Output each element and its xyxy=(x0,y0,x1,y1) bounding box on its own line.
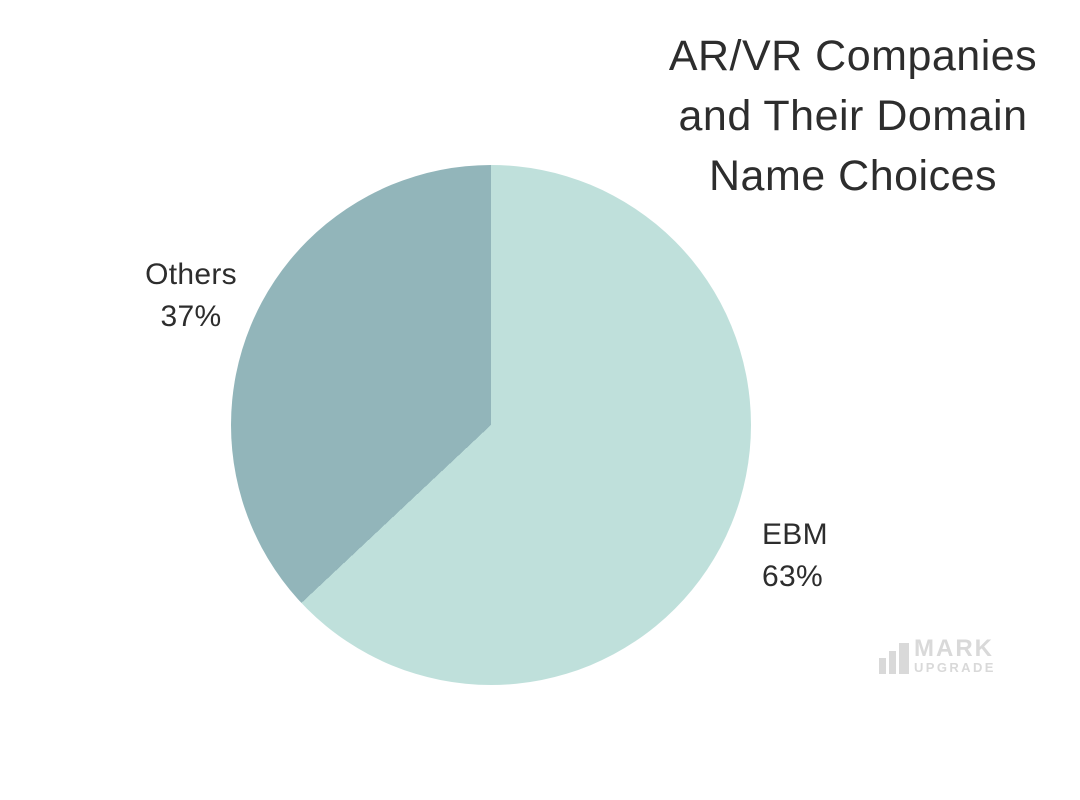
bar-chart-icon-bar-small xyxy=(879,658,886,674)
brand-name-bottom: UPGRADE xyxy=(914,660,996,675)
brand-name: MARK UPGRADE xyxy=(914,635,996,675)
slice-label-others-percent: 37% xyxy=(160,300,222,333)
bar-chart-icon xyxy=(879,643,909,675)
slice-label-others-name: Others xyxy=(145,258,237,291)
slice-label-others: Others 37% xyxy=(91,254,291,338)
slice-label-ebm-percent: 63% xyxy=(762,560,823,593)
brand-watermark: MARK UPGRADE xyxy=(879,635,996,675)
slice-label-ebm: EBM 63% xyxy=(762,514,828,598)
chart-title-line-3: Name Choices xyxy=(709,152,997,200)
slice-label-ebm-name: EBM xyxy=(762,518,828,551)
pie-chart xyxy=(231,165,751,685)
chart-title: AR/VR Companies and Their Domain Name Ch… xyxy=(640,26,1066,206)
bar-chart-icon-bar-medium xyxy=(889,651,896,674)
bar-chart-icon-bar-large xyxy=(899,643,909,674)
brand-name-top: MARK xyxy=(914,635,994,662)
chart-title-line-1: AR/VR Companies xyxy=(668,32,1038,80)
chart-title-line-2: and Their Domain xyxy=(678,92,1028,140)
